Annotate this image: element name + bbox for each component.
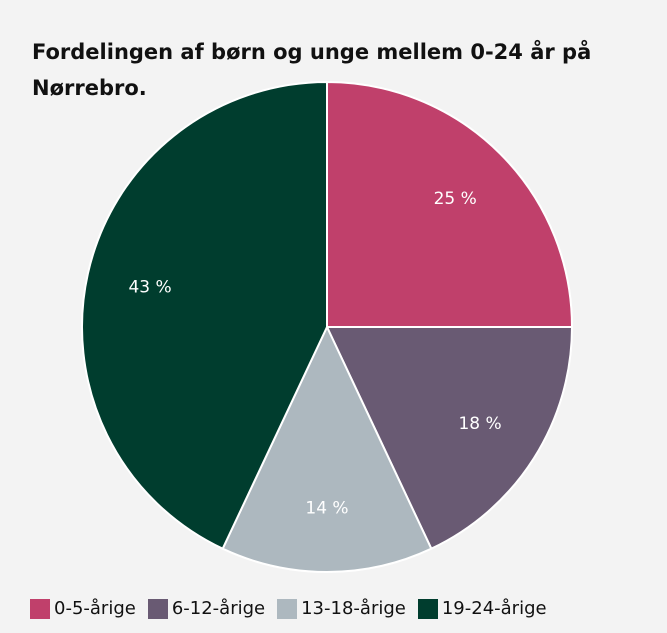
legend: 0-5-årige 6-12-årige 13-18-årige 19-24-årig… <box>30 598 547 619</box>
legend-item: 19-24-årige <box>417 598 547 619</box>
legend-swatch <box>277 598 298 619</box>
value-label: 25 % <box>434 189 477 209</box>
pie-slice <box>81 80 328 551</box>
legend-item: 13-18-årige <box>277 598 406 619</box>
value-label: 14 % <box>305 498 348 518</box>
pie-slice <box>221 324 433 573</box>
pie-slice <box>326 80 574 328</box>
legend-item: 0-5-årige <box>30 598 136 619</box>
value-label: 18 % <box>458 414 501 434</box>
legend-label: 13-18-årige <box>301 598 406 619</box>
legend-swatch <box>30 598 50 619</box>
legend-label: 0-5-årige <box>54 598 136 619</box>
legend-label: 6-12-årige <box>171 598 266 619</box>
chart-title: Fordelingen af børn og unge mellem 0-24 … <box>32 40 592 100</box>
legend-label: 19-24-årige <box>441 598 547 619</box>
pie-slice <box>325 326 574 551</box>
value-label: 43 % <box>128 277 171 297</box>
legend-swatch <box>417 598 438 619</box>
legend-item: 6-12-årige <box>147 598 266 619</box>
legend-swatch <box>147 598 168 619</box>
